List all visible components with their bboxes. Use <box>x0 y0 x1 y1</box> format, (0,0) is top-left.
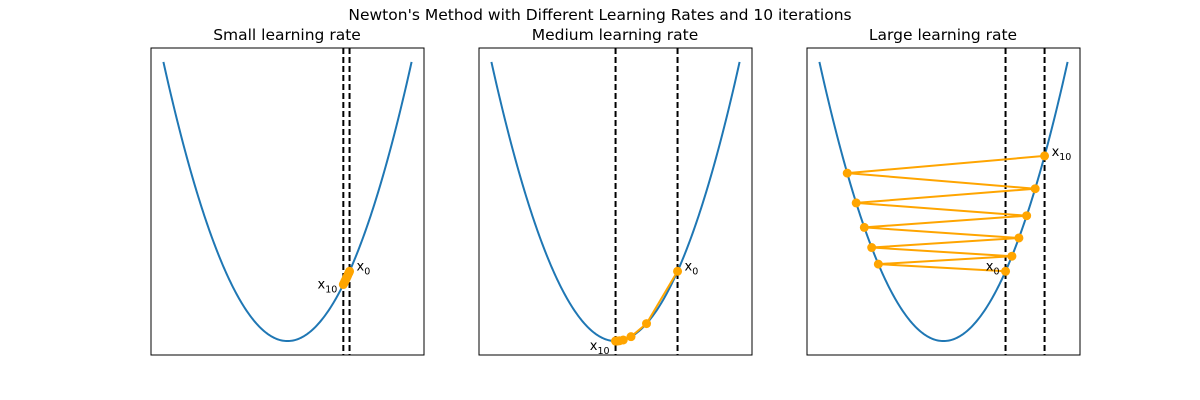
iterate-point <box>1022 211 1032 221</box>
iterate-point <box>851 198 861 208</box>
iterate-path <box>615 270 679 343</box>
iterate-point <box>1001 266 1011 276</box>
iterate-point <box>642 319 652 329</box>
iterate-point <box>338 280 348 290</box>
subplot-title: Small learning rate <box>213 26 361 44</box>
start-label-base: x <box>685 259 693 274</box>
iterate-point <box>1007 251 1017 261</box>
end-label-base: x <box>1052 145 1060 160</box>
subplot-title: Medium learning rate <box>532 26 699 44</box>
plot-frame <box>806 47 1081 356</box>
plot-frame <box>150 47 425 356</box>
end-label-subscript: 10 <box>325 285 337 296</box>
end-label: x10 <box>318 278 338 296</box>
subplot-title: Large learning rate <box>869 26 1017 44</box>
iterate-point <box>626 332 636 342</box>
function-curve <box>162 61 413 343</box>
start-label: x0 <box>357 259 371 277</box>
start-label: x0 <box>986 259 1000 277</box>
start-label-base: x <box>357 259 365 274</box>
figure-title: Newton's Method with Different Learning … <box>348 6 851 24</box>
start-label-subscript: 0 <box>692 266 698 277</box>
iterate-point <box>859 222 869 232</box>
iterate-point <box>842 168 852 178</box>
end-label-subscript: 10 <box>597 346 609 357</box>
iterate-point <box>867 243 877 253</box>
iterate-point <box>1040 151 1050 161</box>
start-label-base: x <box>986 259 994 274</box>
end-label: x10 <box>590 339 610 357</box>
end-label-base: x <box>590 339 598 354</box>
start-label-subscript: 0 <box>364 266 370 277</box>
end-label: x10 <box>1052 145 1072 163</box>
iterate-point <box>611 336 621 346</box>
start-label-subscript: 0 <box>993 266 999 277</box>
iterate-point <box>873 259 883 269</box>
iterate-point <box>673 266 683 276</box>
start-label: x0 <box>685 259 699 277</box>
end-label-subscript: 10 <box>1059 152 1071 163</box>
end-label-base: x <box>318 278 326 293</box>
iterate-point <box>1030 184 1040 194</box>
iterate-point <box>1014 233 1024 243</box>
